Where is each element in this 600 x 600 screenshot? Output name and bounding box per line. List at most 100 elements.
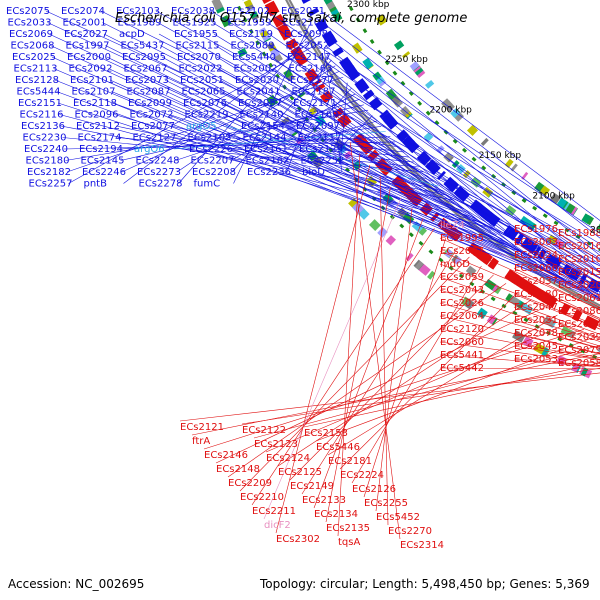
gene-label-ECs2020[interactable]: ECs2020 [558,280,600,291]
gene-label-ECs2066[interactable]: ECs2066 [514,263,558,274]
gene-label-pntB[interactable]: pntB [84,179,108,190]
gene-label-ECs2125[interactable]: ECs2125 [278,467,322,478]
gene-label-ECs2074[interactable]: ECs2074 [61,6,105,17]
gene-label-ECs2126[interactable]: ECs2126 [352,484,396,495]
gene-label-ECs2153[interactable]: ECs2153 [304,428,348,439]
gene-label-ECs2180[interactable]: ECs2180 [26,156,70,167]
gene-label-ECs2219[interactable]: ECs2219 [185,110,229,121]
gene-label-ECs2070[interactable]: ECs2070 [177,52,221,63]
gene-label-ECs2123[interactable]: ECs2123 [254,439,298,450]
gene-label-ECs2022[interactable]: ECs2022 [179,64,223,75]
gene-label-ECs2001[interactable]: ECs2001 [63,18,107,29]
gene-label-ECs2151[interactable]: ECs2151 [18,98,62,109]
gene-label-ECs2041[interactable]: ECs2041 [237,87,281,98]
gene-label-ECs2128[interactable]: ECs2128 [15,75,59,86]
gene-label-ECs2144[interactable]: ECs2144 [243,133,287,144]
gene-label-ECs2187[interactable]: ECs2187 [292,87,336,98]
gene-label-ECs2043[interactable]: ECs2043 [440,285,484,296]
gene-label-bioD[interactable]: bioD [302,167,325,178]
gene-label-ECs2182[interactable]: ECs2182 [27,167,71,178]
gene-label-ECs2314[interactable]: ECs2314 [400,540,444,551]
gene-label-ECs2255[interactable]: ECs2255 [364,498,408,509]
gene-label-ECs2208[interactable]: ECs2208 [192,167,236,178]
gene-label-ECs2016[interactable]: ECs2016 [558,241,600,252]
gene-label-ECs1997[interactable]: ECs1997 [66,41,110,52]
gene-label-ECs2064[interactable]: ECs2064 [440,311,484,322]
gene-label-ECs2163[interactable]: ECs2163 [289,64,333,75]
gene-label-ECs2236[interactable]: ECs2236 [247,167,291,178]
gene-label-ECs2149[interactable]: ECs2149 [290,481,334,492]
gene-label-ECs2027[interactable]: ECs2027 [64,29,108,40]
gene-label-ECs2000[interactable]: ECs2000 [67,52,111,63]
gene-label-ECs2060[interactable]: ECs2060 [440,337,484,348]
gene-label-ECs2071[interactable]: ECs2071 [281,6,325,17]
gene-label-ECs5440[interactable]: ECs5440 [232,52,276,63]
gene-label-ECs2095[interactable]: ECs2095 [122,52,166,63]
gene-label-ECs2079[interactable]: ECs2079 [558,345,600,356]
gene-label-ECs2112[interactable]: ECs2112 [76,121,120,132]
gene-label-ECs2105[interactable]: ECs2105 [188,133,232,144]
gene-label-ECs2080[interactable]: ECs2080 [514,289,558,300]
gene-label-fumC[interactable]: fumC [194,179,221,190]
gene-label-ECs5437[interactable]: ECs5437 [121,41,165,52]
gene-label-ECs2024[interactable]: ECs2024 [514,250,558,261]
gene-label-ECs2037[interactable]: ECs2037 [514,276,558,287]
gene-label-ECs2210[interactable]: ECs2210 [240,492,284,503]
gene-label-ECs2107[interactable]: ECs2107 [72,87,116,98]
gene-label-ECs5446[interactable]: ECs5446 [316,442,360,453]
gene-label-ECs2135[interactable]: ECs2135 [326,523,370,534]
gene-label-ECs2097[interactable]: ECs2097 [296,121,340,132]
gene-label-ECs2031[interactable]: ECs2031 [514,315,558,326]
gene-label-ECs2096[interactable]: ECs2096 [75,110,119,121]
gene-label-ECs2054[interactable]: ECs2054 [558,319,600,330]
gene-label-mdoD[interactable]: mdoD [440,259,470,270]
gene-label-ECs2121[interactable]: ECs2121 [180,422,224,433]
gene-label-ECs2061[interactable]: ECs2061 [558,293,600,304]
gene-label-ileZ4[interactable]: ileZ4 [440,220,465,231]
gene-label-ECs2133[interactable]: ECs2133 [302,495,346,506]
gene-label-ECs2113[interactable]: ECs2113 [14,64,58,75]
gene-label-ECs2072[interactable]: ECs2072 [130,110,174,121]
gene-label-ECs2102[interactable]: ECs2102 [226,6,270,17]
gene-label-ECs2194[interactable]: ECs2194 [79,144,123,155]
gene-label-ECs5452[interactable]: ECs5452 [376,512,420,523]
gene-label-ECs2119[interactable]: ECs2119 [229,29,273,40]
gene-label-ECs1939[interactable]: ECs1939 [228,18,272,29]
gene-label-ECs2134[interactable]: ECs2134 [314,509,358,520]
gene-label-ECs2145[interactable]: ECs2145 [81,156,125,167]
gene-label-ECs2146[interactable]: ECs2146 [204,450,248,461]
gene-label-ECs5441[interactable]: ECs5441 [440,350,484,361]
gene-label-ECs2059[interactable]: ECs2059 [440,272,484,283]
gene-label-ECs2067[interactable]: ECs2067 [124,64,168,75]
gene-label-ECs2224[interactable]: ECs2224 [340,470,384,481]
gene-label-ECs2181[interactable]: ECs2181 [328,456,372,467]
gene-label-ECs1995[interactable]: ECs1995 [440,233,484,244]
gene-label-ECs2002[interactable]: ECs2002 [234,64,278,75]
gene-label-ECs2053[interactable]: ECs2053 [514,354,558,365]
gene-label-ECs5442[interactable]: ECs5442 [440,363,484,374]
gene-label-ECs2273[interactable]: ECs2273 [137,167,181,178]
gene-label-tqsA[interactable]: tqsA [338,537,360,548]
gene-label-ECs2129[interactable]: ECs2129 [299,144,343,155]
gene-label-ECs1955[interactable]: ECs1955 [174,29,218,40]
gene-label-ECs1976[interactable]: ECs1976 [514,224,558,235]
gene-label-ECs2240[interactable]: ECs2240 [24,144,68,155]
gene-label-ECs2086[interactable]: ECs2086 [558,306,600,317]
gene-label-ECs2075[interactable]: ECs2075 [6,6,50,17]
gene-label-ECs2248[interactable]: ECs2248 [136,156,180,167]
gene-label-ECs2077[interactable]: ECs2077 [131,121,175,132]
gene-label-ECs2099[interactable]: ECs2099 [128,98,172,109]
gene-label-ECs2101[interactable]: ECs2101 [70,75,114,86]
gene-label-ECs2087[interactable]: ECs2087 [127,87,171,98]
gene-label-argO6[interactable]: argO6 [134,144,165,155]
gene-label-ECs2118[interactable]: ECs2118 [73,98,117,109]
gene-label-ECs2122[interactable]: ECs2122 [242,425,286,436]
gene-label-ECs2058[interactable]: ECs2058 [558,358,600,369]
gene-label-ECs2154[interactable]: ECs2154 [241,121,285,132]
gene-label-ECs2127[interactable]: ECs2127 [133,133,177,144]
gene-label-ECs2030[interactable]: ECs2030 [235,75,279,86]
gene-label-ECs2026[interactable]: ECs2026 [440,298,484,309]
gene-label-ECs2252[interactable]: ECs2252 [301,156,345,167]
gene-label-ECs2073[interactable]: ECs2073 [125,75,169,86]
gene-label-ECs2015[interactable]: ECs2015 [558,267,600,278]
